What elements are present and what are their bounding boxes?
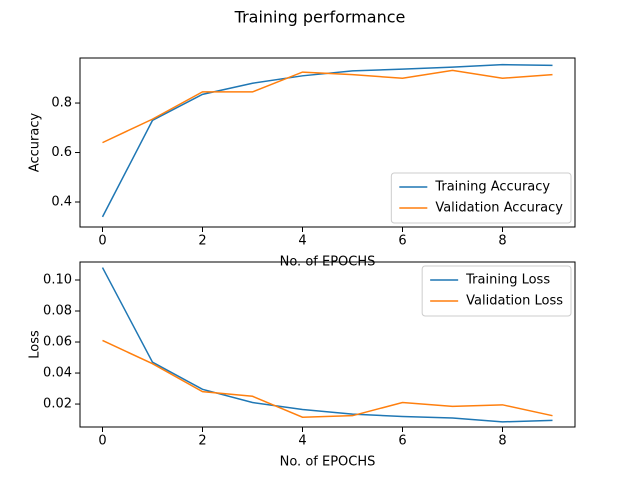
y-tick-label: 0.04 xyxy=(43,366,72,381)
x-tick-label: 2 xyxy=(198,434,206,449)
x-tick-label: 0 xyxy=(98,234,106,249)
x-tick-label: 4 xyxy=(298,234,306,249)
axes-frame xyxy=(79,261,576,428)
legend-box xyxy=(421,265,572,317)
legend-label: Validation Accuracy xyxy=(435,201,563,216)
line-series xyxy=(102,339,553,418)
legend-box xyxy=(390,172,572,224)
x-tick-label: 8 xyxy=(498,234,506,249)
y-tick-label: 0.08 xyxy=(43,304,72,319)
y-tick-label: 0.02 xyxy=(43,397,72,412)
line-series xyxy=(101,267,553,423)
legend-label: Validation Loss xyxy=(466,294,563,309)
y-axis-label: Accuracy xyxy=(28,113,43,173)
legend-label: Training Accuracy xyxy=(434,180,550,195)
y-axis-label: Loss xyxy=(28,330,43,359)
axes-frame xyxy=(79,57,576,228)
x-tick-label: 2 xyxy=(198,234,206,249)
y-tick-label: 0.10 xyxy=(43,272,72,287)
x-tick-label: 6 xyxy=(398,434,406,449)
legend: Training Accuracy Validation Accuracy xyxy=(390,172,572,224)
x-tick-label: 0 xyxy=(98,434,106,449)
x-tick-label: 8 xyxy=(498,434,506,449)
legend: Training Loss Validation Loss xyxy=(421,265,572,317)
line-series xyxy=(102,69,553,144)
legend-label: Training Loss xyxy=(465,273,550,288)
y-tick-label: 0.06 xyxy=(43,335,72,350)
x-axis-label: No. of EPOCHS xyxy=(280,455,376,470)
x-tick-label: 4 xyxy=(298,434,306,449)
y-tick-label: 0.8 xyxy=(51,96,72,111)
figure-title: Training performance xyxy=(234,8,406,27)
y-tick-label: 0.4 xyxy=(51,195,72,210)
x-tick-label: 6 xyxy=(398,234,406,249)
y-tick-label: 0.6 xyxy=(51,145,72,160)
